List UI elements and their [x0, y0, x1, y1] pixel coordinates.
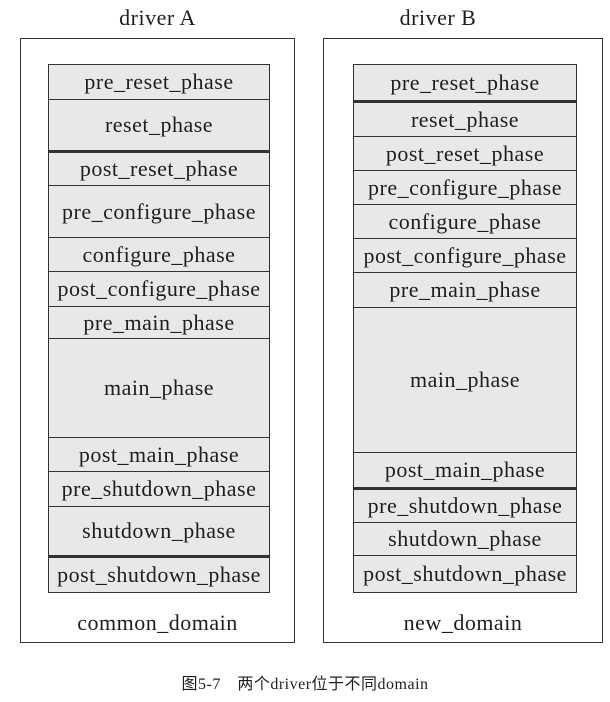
driver-b-shutdown-phase: shutdown_phase [354, 523, 576, 556]
driver-a-configure-phase: configure_phase [49, 238, 269, 272]
figure-caption: 图5-7 两个driver位于不同domain [181, 676, 429, 693]
driver-b-pre-configure-phase: pre_configure_phase [354, 171, 576, 205]
driver-a-main-phase: main_phase [49, 339, 269, 438]
driver-a-shutdown-phase: shutdown_phase [49, 507, 269, 558]
driver-a-title: driver A [119, 5, 196, 30]
driver-a-post-configure-phase: post_configure_phase [49, 272, 269, 307]
driver-b-post-main-phase: post_main_phase [354, 453, 576, 490]
driver-a-pre-shutdown-phase: pre_shutdown_phase [49, 472, 269, 507]
driver-b-post-configure-phase: post_configure_phase [354, 239, 576, 273]
driver-b-reset-phase: reset_phase [354, 103, 576, 137]
common-domain-label: common_domain [77, 610, 238, 635]
driver-a-pre-reset-phase: pre_reset_phase [49, 65, 269, 100]
driver-a-pre-configure-phase: pre_configure_phase [49, 186, 269, 238]
driver-b-post-reset-phase: post_reset_phase [354, 137, 576, 171]
driver-a-phase-stack: pre_reset_phase reset_phase post_reset_p… [48, 64, 270, 593]
driver-b-configure-phase: configure_phase [354, 205, 576, 239]
driver-b-pre-main-phase: pre_main_phase [354, 273, 576, 308]
driver-b-phase-stack: pre_reset_phase reset_phase post_reset_p… [353, 64, 577, 593]
driver-b-main-phase: main_phase [354, 308, 576, 453]
driver-a-post-main-phase: post_main_phase [49, 438, 269, 472]
driver-a-pre-main-phase: pre_main_phase [49, 307, 269, 339]
driver-a-reset-phase: reset_phase [49, 100, 269, 153]
new-domain-label: new_domain [403, 610, 523, 635]
driver-b-pre-reset-phase: pre_reset_phase [354, 65, 576, 103]
driver-b-title: driver B [399, 5, 477, 30]
driver-a-post-shutdown-phase: post_shutdown_phase [57, 562, 261, 587]
driver-b-post-shutdown-phase: post_shutdown_phase [363, 561, 567, 586]
driver-a-post-reset-phase: post_reset_phase [49, 153, 269, 186]
new-domain-box: pre_reset_phase reset_phase post_reset_p… [323, 38, 603, 643]
driver-b-pre-shutdown-phase: pre_shutdown_phase [354, 490, 576, 523]
common-domain-box: pre_reset_phase reset_phase post_reset_p… [20, 38, 295, 643]
